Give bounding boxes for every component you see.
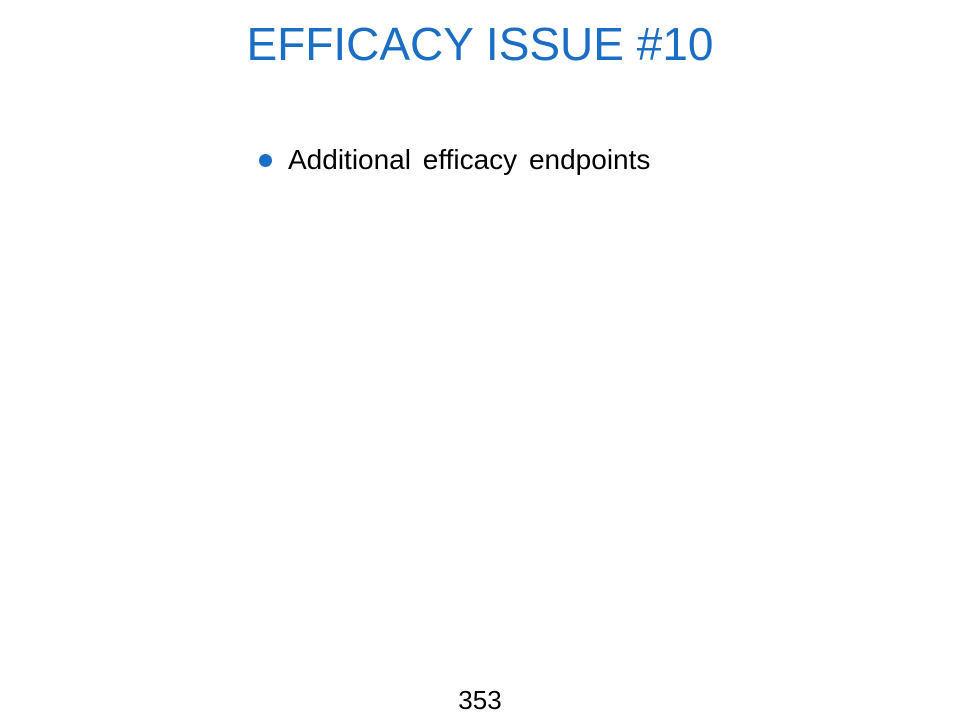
bullet-item: Additional efficacy endpoints bbox=[255, 142, 650, 178]
bullet-text: Additional efficacy endpoints bbox=[288, 144, 651, 175]
bullet-list: Additional efficacy endpoints bbox=[255, 142, 650, 178]
slide-title: EFFICACY ISSUE #10 bbox=[246, 18, 714, 70]
page-number: 353 bbox=[458, 685, 502, 715]
round-bullet-icon bbox=[259, 153, 272, 167]
